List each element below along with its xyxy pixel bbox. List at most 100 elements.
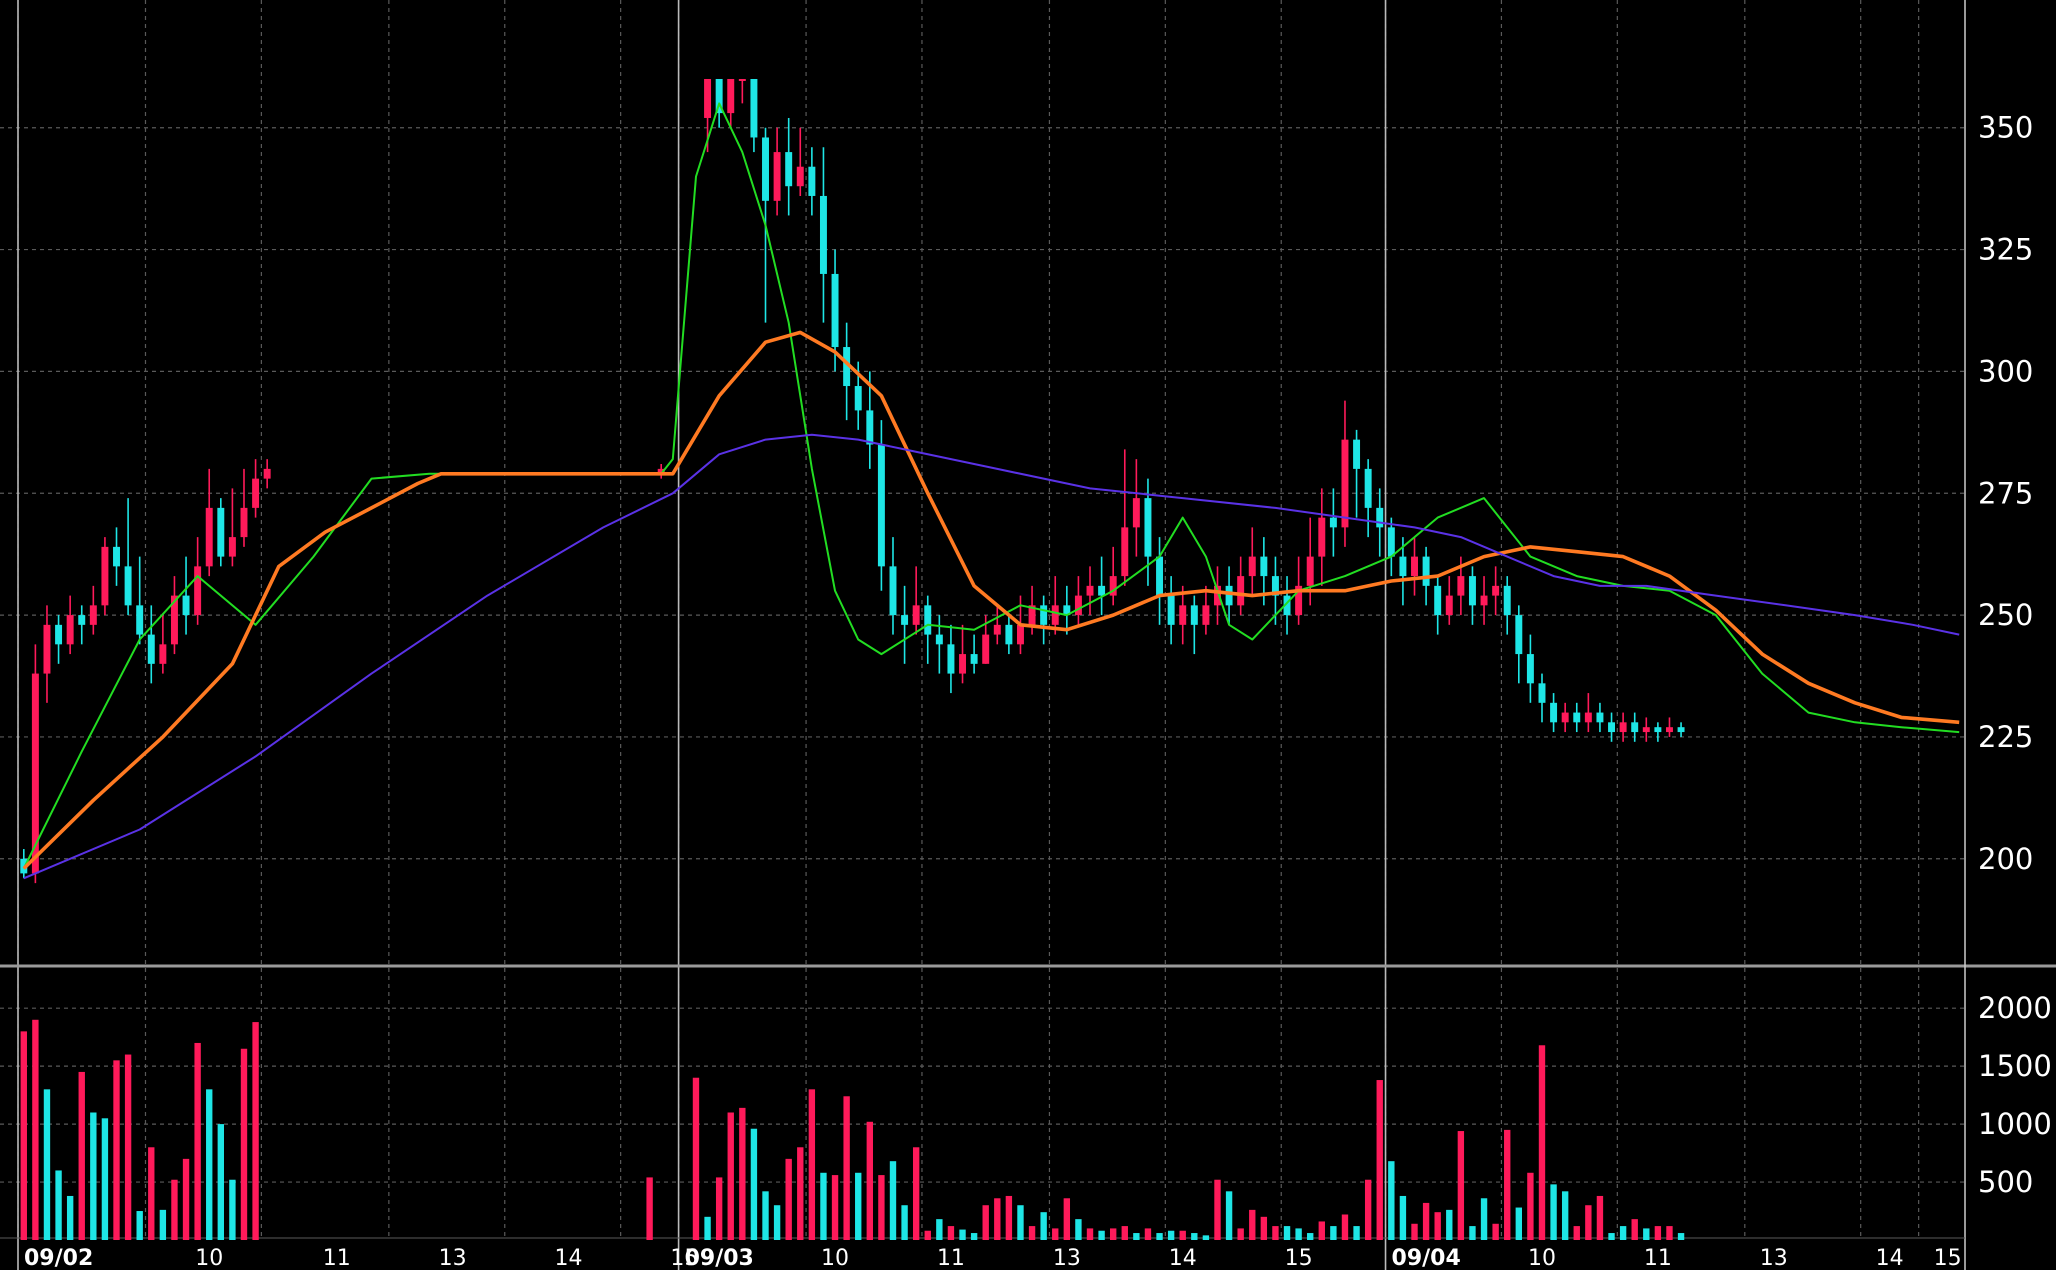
candle-body — [1492, 585, 1500, 596]
candle-body — [252, 478, 260, 508]
volume-tick-label: 500 — [1978, 1165, 2033, 1199]
volume-bar — [727, 1112, 734, 1240]
candle-body — [704, 78, 712, 118]
volume-bar — [959, 1229, 966, 1240]
volume-bar — [101, 1118, 109, 1240]
volume-bar — [194, 1042, 201, 1240]
candle-body — [935, 634, 943, 645]
time-label: 14 — [1169, 1246, 1197, 1270]
moving-average-lines — [22, 102, 1960, 880]
mid-moving-average-line — [22, 330, 1960, 870]
candle-body — [1109, 576, 1117, 596]
time-label: 10 — [1528, 1246, 1556, 1270]
volume-bar — [1585, 1205, 1592, 1240]
volume-bar — [1480, 1198, 1488, 1240]
time-label: 11 — [323, 1246, 351, 1270]
volume-bar — [773, 1205, 781, 1240]
price-tick-label: 225 — [1978, 720, 2033, 754]
candle-body — [889, 566, 897, 616]
volume-bar — [1179, 1230, 1186, 1240]
time-label: 15 — [1934, 1246, 1962, 1270]
volume-bar — [1422, 1202, 1430, 1240]
candle-body — [924, 605, 932, 635]
candle-body — [1434, 585, 1442, 616]
time-label: 14 — [1876, 1246, 1904, 1270]
price-tick-label: 300 — [1978, 354, 2033, 388]
candle-body — [1225, 585, 1233, 606]
volume-bar — [229, 1179, 236, 1240]
volume-bar — [1098, 1230, 1105, 1240]
volume-bar — [1086, 1228, 1094, 1240]
candle-body — [1271, 576, 1279, 596]
volume-bar — [762, 1191, 769, 1240]
volume-bar — [1561, 1191, 1569, 1240]
volume-bar — [889, 1161, 897, 1240]
volume-bar — [692, 1077, 700, 1240]
candle-body — [819, 195, 827, 274]
volume-bar — [1550, 1184, 1557, 1240]
price-tick-label: 325 — [1978, 233, 2033, 267]
volume-bar — [1446, 1209, 1453, 1240]
volume-bar — [1283, 1226, 1291, 1240]
volume-bar — [1677, 1233, 1685, 1240]
candle-body — [1202, 605, 1210, 625]
volume-bar — [43, 1089, 51, 1240]
candle-body — [1295, 585, 1303, 616]
candle-body — [170, 595, 178, 645]
volume-tick-label: 2000 — [1978, 991, 2052, 1025]
time-label: 13 — [1760, 1246, 1788, 1270]
volume-bar — [1527, 1172, 1534, 1240]
time-label: 11 — [937, 1246, 965, 1270]
volume-bar — [1191, 1233, 1198, 1240]
candle-body — [901, 615, 909, 625]
candle-body — [136, 605, 144, 635]
volume-bar — [1573, 1226, 1580, 1240]
candle-body — [1353, 439, 1361, 469]
candle-body — [263, 468, 271, 479]
volume-bar — [240, 1048, 248, 1240]
time-label: 13 — [439, 1246, 467, 1270]
volume-bar — [1631, 1219, 1638, 1240]
volume-bar — [1133, 1233, 1140, 1240]
candle-body — [738, 78, 746, 81]
volume-bar — [1307, 1233, 1314, 1240]
candle-body — [1121, 527, 1129, 577]
candle-body — [959, 654, 967, 674]
volume-bar — [1434, 1212, 1441, 1240]
volume-bar — [797, 1147, 804, 1240]
volume-bar — [113, 1060, 120, 1240]
candle-body — [228, 537, 236, 557]
candle-body — [113, 546, 120, 567]
candle-body — [982, 634, 990, 664]
candle-body — [1631, 722, 1639, 733]
volume-bar — [1619, 1226, 1627, 1240]
candle-body — [796, 166, 804, 187]
candle-body — [1051, 605, 1059, 625]
volume-bar — [831, 1175, 839, 1240]
volume-bar — [1214, 1179, 1221, 1240]
volume-bar — [78, 1071, 85, 1240]
candle-body — [1179, 605, 1187, 625]
volume-bar — [159, 1209, 167, 1240]
candle-body — [1005, 624, 1013, 645]
candle-body — [762, 137, 769, 201]
volume-bar — [1411, 1223, 1418, 1240]
candle-body — [31, 673, 39, 874]
candle-body — [970, 654, 978, 664]
volume-bar — [124, 1054, 132, 1240]
volume-tick-label: 1000 — [1978, 1107, 2052, 1141]
candle-body — [1364, 468, 1372, 508]
candle-body — [831, 273, 839, 348]
candle-body — [1132, 498, 1140, 528]
candle-body — [217, 507, 225, 557]
date-label: 09/02 — [24, 1246, 93, 1270]
volume-bar — [785, 1158, 792, 1240]
volume-bar — [739, 1107, 746, 1240]
volume-bar — [1202, 1235, 1210, 1240]
candle-body — [1596, 712, 1604, 723]
time-label: 10 — [821, 1246, 849, 1270]
volume-bar — [1330, 1226, 1337, 1240]
volume-bar — [1295, 1228, 1302, 1240]
volume-bar — [1341, 1214, 1349, 1240]
